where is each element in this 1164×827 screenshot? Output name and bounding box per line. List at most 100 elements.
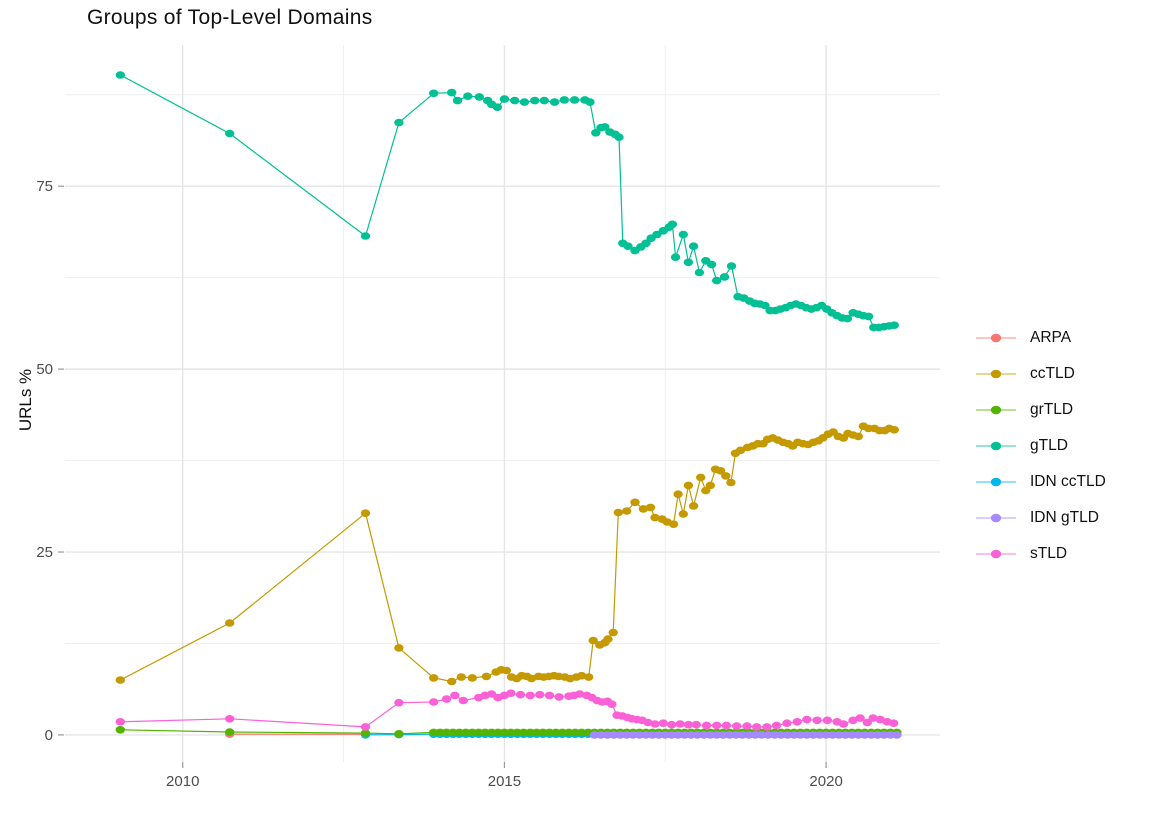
series-IDN gTLD-point — [821, 731, 831, 739]
series-ccTLD-point — [481, 672, 492, 681]
series-gTLD-point — [591, 129, 601, 137]
series-IDN gTLD-point — [634, 731, 645, 739]
series-sTLD-point — [643, 718, 653, 727]
legend-item-IDN ccTLD: IDN ccTLD — [974, 464, 1106, 500]
series-sTLD-point — [691, 720, 701, 729]
series-IDN gTLD-point — [731, 731, 741, 739]
legend-key-icon — [976, 405, 1016, 415]
series-gTLD-line — [120, 74, 895, 328]
series-ccTLD-point — [721, 472, 731, 480]
series-ccTLD-point — [467, 674, 477, 682]
series-sTLD-point — [889, 719, 899, 727]
series-gTLD-point — [115, 71, 126, 79]
y-axis-title: URLs % — [16, 368, 35, 432]
series-ccTLD-point — [603, 635, 613, 643]
x-tick-label-2015: 2015 — [488, 773, 521, 790]
series-gTLD-point — [842, 314, 853, 323]
series-grTLD-point — [115, 726, 126, 734]
y-tick-label-75: 75 — [36, 178, 53, 195]
series-sTLD-point — [575, 690, 585, 698]
legend-label-gTLD: gTLD — [1030, 437, 1068, 454]
series-sTLD-point — [721, 721, 732, 730]
series-gTLD-point — [688, 242, 699, 250]
series-ccTLD-point — [715, 467, 726, 475]
series-sTLD-point — [771, 721, 782, 730]
series-IDN gTLD-point — [712, 731, 722, 739]
series-sTLD-point — [525, 691, 535, 700]
series-ccTLD-point — [678, 510, 688, 518]
series-sTLD-point — [535, 690, 545, 699]
series-sTLD-point — [506, 689, 516, 697]
series-ccTLD-point — [726, 478, 736, 487]
series-sTLD-point — [751, 723, 762, 731]
series-gTLD-point — [539, 96, 549, 105]
series-gTLD-point — [712, 276, 722, 285]
series-ccTLD-point — [735, 446, 746, 455]
series-IDN gTLD-point — [596, 731, 606, 739]
series-gTLD-point — [530, 96, 540, 105]
x-tick-label-2010: 2010 — [166, 773, 199, 790]
series-sTLD-point — [441, 695, 452, 703]
series-ccTLD-point — [688, 502, 699, 510]
page-title: Groups of Top-Level Domains — [87, 6, 373, 29]
series-gTLD-point — [670, 253, 681, 261]
series-gTLD-point — [452, 96, 463, 105]
legend-key-icon — [976, 549, 1016, 559]
legend-key-icon — [976, 333, 1016, 343]
legend-item-ARPA: ARPA — [974, 320, 1106, 356]
series-ccTLD-point — [650, 513, 660, 522]
legend-label-ARPA: ARPA — [1030, 329, 1072, 346]
series-gTLD-point — [559, 96, 569, 104]
series-gTLD-point — [641, 239, 651, 248]
series-gTLD-point — [474, 93, 484, 101]
legend-key-icon — [976, 477, 1016, 487]
series-sTLD-point — [429, 698, 439, 706]
series-grTLD-point — [225, 728, 235, 736]
series-ccTLD-point — [645, 503, 656, 512]
series-gTLD-point — [600, 123, 610, 131]
series-gTLD-point — [694, 268, 705, 277]
series-ccTLD-point — [853, 432, 863, 441]
series-gTLD-point — [429, 89, 439, 98]
legend-key-icon — [976, 513, 1016, 523]
series-sTLD-point — [792, 718, 802, 726]
series-gTLD-point — [447, 88, 457, 97]
series-ccTLD-point — [501, 666, 512, 675]
series-sTLD-point — [515, 690, 526, 699]
legend-key-dot — [990, 405, 1002, 415]
series-gTLD-point — [726, 262, 737, 270]
series-sTLD-point — [855, 714, 865, 722]
series-sTLD-point — [732, 722, 742, 730]
series-gTLD-point — [889, 321, 899, 330]
legend-key-dot — [990, 333, 1002, 343]
series-grTLD-point — [360, 729, 371, 737]
series-IDN gTLD-point — [750, 731, 760, 739]
legend-label-grTLD: grTLD — [1030, 401, 1074, 418]
legend-key-dot — [990, 441, 1002, 451]
series-ccTLD-point — [889, 426, 899, 434]
series-sTLD-point — [544, 691, 555, 700]
series-ccTLD-point — [705, 481, 715, 490]
series-sTLD-point — [658, 719, 668, 727]
series-IDN gTLD-point — [692, 731, 703, 739]
legend-key-dot — [990, 549, 1002, 559]
legend: ARPA ccTLD grTLD gTLD IDN ccTLD IDN gTLD sTLD — [974, 320, 1106, 572]
series-sTLD-point — [868, 714, 878, 722]
series-IDN gTLD-point — [802, 731, 812, 739]
series-ccTLD-point — [115, 676, 126, 684]
legend-key-dot — [990, 477, 1002, 487]
series-sTLD-point — [115, 718, 126, 726]
series-sTLD-point — [450, 691, 460, 700]
series-sTLD-point — [225, 715, 235, 723]
series-IDN gTLD-point — [654, 731, 664, 739]
series-ccTLD-point — [394, 644, 404, 652]
series-ccTLD-point — [630, 498, 640, 507]
series-ccTLD-point — [225, 619, 235, 627]
series-sTLD-point — [607, 700, 617, 708]
series-IDN gTLD-point — [840, 731, 851, 739]
series-sTLD-point — [667, 720, 677, 729]
series-IDN gTLD-point — [615, 731, 625, 739]
series-gTLD-point — [706, 260, 717, 269]
series-sTLD-point — [848, 716, 858, 725]
